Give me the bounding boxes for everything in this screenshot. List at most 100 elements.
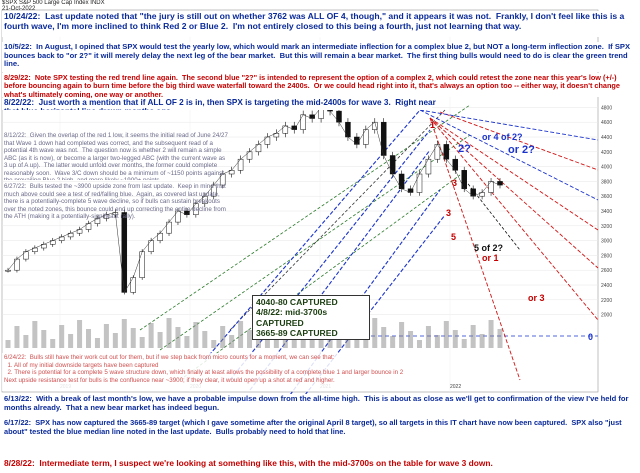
candle (452, 158, 459, 171)
candle (389, 155, 396, 175)
note-08-12: 8/12/22: Given the overlap of the red 1 … (4, 132, 228, 180)
volume-bar (381, 327, 387, 348)
volume-bar (59, 325, 65, 348)
note-08-29: 8/29/22: Note SPX testing the red trend … (4, 74, 622, 98)
volume-bar (175, 327, 181, 348)
volume-bar (399, 322, 405, 348)
y-tick-label: 3200 (601, 224, 612, 230)
candle (345, 121, 351, 138)
volume-bar (130, 328, 136, 348)
y-tick-label: 3400 (601, 209, 612, 215)
date-line: 21-Oct-2022 (2, 6, 36, 12)
price-path (7, 107, 501, 294)
black-trend-line (229, 109, 446, 331)
wave-label-3: 3 (452, 178, 458, 188)
captured-line-3: 3665-89 CAPTURED (256, 327, 338, 338)
volume-bar (139, 337, 145, 348)
blue-trend-line (229, 129, 431, 381)
volume-bar (273, 334, 279, 348)
red-fan-line (429, 117, 599, 231)
note-bg-0822 (2, 98, 432, 110)
volume-bar (220, 326, 226, 348)
candle (5, 269, 11, 272)
volume-bar (103, 324, 109, 348)
candle (237, 158, 244, 171)
volume-bar (77, 320, 83, 348)
candle (23, 251, 29, 260)
note-08-22: 8/22/22: Just worth a mention that if AL… (4, 98, 436, 110)
y-tick-label: 2600 (601, 268, 612, 274)
volume-bar (300, 338, 306, 348)
wave-label-5: 5 (451, 232, 457, 242)
volume-bar (14, 326, 20, 348)
volume-bar (5, 340, 11, 348)
candle (130, 277, 136, 293)
blue-fan-line (419, 109, 599, 201)
volume-bar (32, 321, 38, 348)
volume-bar (452, 330, 458, 348)
candle (14, 258, 20, 271)
candle (157, 232, 163, 241)
volume-bar (390, 336, 396, 348)
y-tick-label: 3600 (601, 194, 612, 200)
note-bg-1024 (2, 11, 638, 37)
volume-bar (238, 321, 244, 348)
candle (264, 136, 271, 145)
volume-bar (229, 335, 235, 348)
green-trend-line (179, 174, 461, 381)
y-tick-label: 4400 (601, 135, 612, 141)
volume-bar (434, 335, 440, 348)
note-bg-0613 (2, 394, 638, 416)
wave-label-or1: or 1 (482, 253, 499, 263)
green-trend-line (159, 134, 471, 351)
volume-bar (50, 339, 56, 348)
volume-bar (408, 331, 414, 348)
candle (470, 188, 476, 197)
volume-bar (121, 319, 127, 348)
red-fan-line (429, 117, 521, 381)
ticker-line: $SPX S&P 500 Large Cap Index INDX (2, 0, 105, 6)
volume-bar (86, 329, 92, 348)
note-bg-0617 (2, 418, 638, 440)
volume-bar (470, 325, 476, 348)
note-06-27: 6/27/22: Bulls tested the ~3900 upside z… (4, 183, 226, 221)
wave-label-2q: 2? (458, 143, 471, 155)
candle (354, 136, 360, 145)
y-tick-label: 2800 (601, 253, 612, 259)
volume-bar (255, 339, 261, 348)
x-tick-label: 2022 (450, 384, 461, 390)
y-tick-label: 4200 (601, 150, 612, 156)
candle (488, 181, 494, 193)
y-tick-label: 4600 (601, 120, 612, 126)
red-fan-line (429, 117, 599, 269)
note-bg-0829 (2, 73, 638, 97)
note-10-24: 10/24/22: Last update noted that "the ju… (4, 12, 627, 31)
wave-label-or4: or 4 of 2? (482, 132, 523, 142)
wave-label-0: 0 (588, 332, 594, 342)
volume-bar (112, 333, 118, 348)
volume-bar (148, 323, 154, 348)
y-tick-label: 3000 (601, 239, 612, 245)
candle (416, 173, 423, 193)
note-06-13: 6/13/22: With a break of last month's lo… (4, 395, 631, 412)
candle (434, 144, 441, 160)
volume-bar (202, 331, 208, 348)
volume-bar (184, 336, 190, 348)
candle (425, 158, 432, 175)
note-06-17: 6/17/22: SPX has now captured the 3665-8… (4, 419, 624, 436)
candle (300, 114, 306, 130)
volume-bar (443, 321, 449, 348)
volume-bar (318, 333, 324, 348)
wave-label-or2q: or 2? (508, 144, 535, 156)
blue-fan-line (419, 109, 599, 141)
y-tick-label: 4000 (601, 165, 612, 171)
volume-bar (461, 339, 467, 348)
candle (282, 125, 289, 134)
candle (443, 144, 450, 160)
wave-label-1: 1 (430, 120, 436, 130)
red-fan-line (429, 117, 599, 321)
wave-label-3b: 3 (446, 208, 452, 218)
volume-bar (157, 332, 163, 348)
candle (255, 144, 262, 153)
